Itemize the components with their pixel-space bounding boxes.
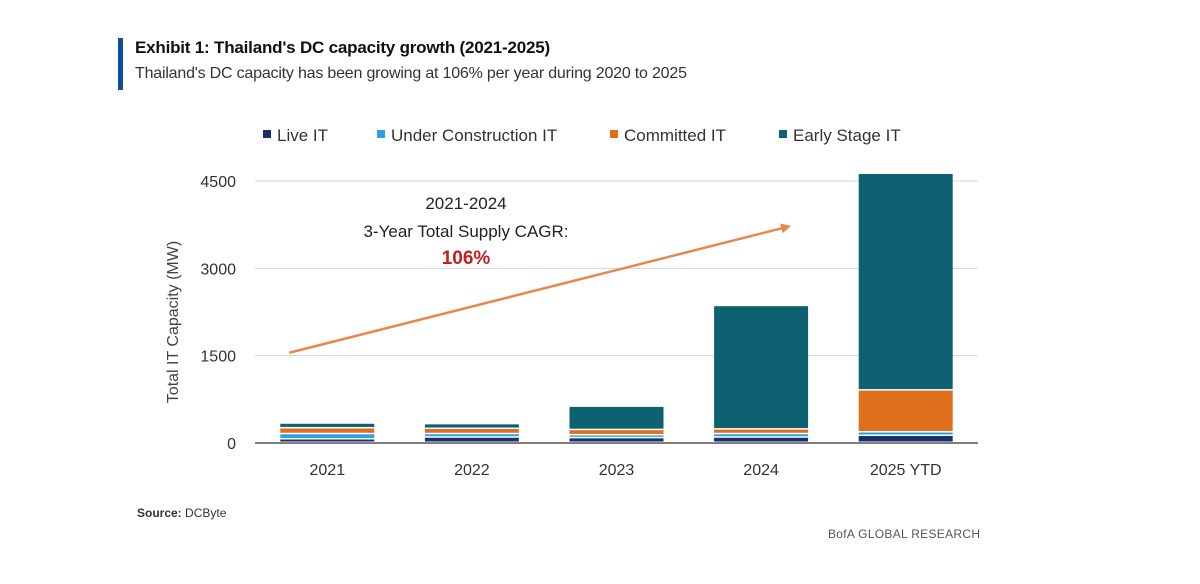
bar-stack (569, 406, 664, 442)
bar-stack (424, 424, 519, 442)
bar-segment (280, 428, 375, 433)
legend-item: Under Construction IT (377, 126, 557, 145)
legend-label: Under Construction IT (391, 126, 557, 145)
chart-subtitle: Thailand's DC capacity has been growing … (135, 65, 687, 82)
source-note: Source: DCByte (137, 506, 226, 520)
x-tick-label: 2021 (310, 462, 346, 479)
annotation-period: 2021-2024 (425, 194, 506, 213)
bar-stack (858, 174, 953, 442)
legend-label: Committed IT (624, 126, 726, 145)
bar-segment (858, 436, 953, 442)
chart-title: Exhibit 1: Thailand's DC capacity growth… (135, 38, 550, 57)
x-tick-label: 2024 (743, 462, 779, 479)
y-tick-label: 1500 (200, 349, 236, 366)
x-tick-label: 2025 YTD (870, 462, 942, 479)
annotation-cagr-value: 106% (442, 248, 491, 269)
bar-segment (424, 424, 519, 428)
legend-label: Early Stage IT (793, 126, 901, 145)
bar-stack (714, 306, 809, 442)
legend-swatch (779, 130, 787, 138)
legend: Live IT Under Construction IT Committed IT… (263, 126, 901, 145)
bar-segment (714, 434, 809, 437)
bar-segment (714, 437, 809, 442)
legend-item: Committed IT (610, 126, 726, 145)
legend-item: Early Stage IT (779, 126, 901, 145)
y-axis-ticks: 0 1500 3000 4500 (200, 174, 236, 453)
y-axis-label: Total IT Capacity (MW) (165, 241, 182, 403)
annotation-cagr-label: 3-Year Total Supply CAGR: (363, 222, 568, 241)
research-credit: BofA GLOBAL RESEARCH (828, 527, 981, 541)
x-tick-label: 2022 (454, 462, 490, 479)
source-label: Source: (137, 506, 182, 520)
bar-segment (714, 429, 809, 433)
gridlines (255, 180, 978, 357)
legend-label: Live IT (277, 126, 328, 145)
legend-swatch (263, 130, 271, 138)
source-value: DCByte (185, 506, 227, 520)
title-accent-bar (118, 38, 123, 90)
x-axis-ticks: 2021 2022 2023 2024 2025 YTD (310, 462, 942, 479)
cagr-arrow (288, 223, 792, 354)
bar-segment (424, 434, 519, 437)
bar-segment (569, 435, 664, 437)
bar-segment (858, 390, 953, 432)
y-tick-label: 3000 (200, 261, 236, 278)
bar-segment (858, 174, 953, 390)
bar-segment (569, 438, 664, 442)
bar-segment (280, 439, 375, 442)
legend-swatch (377, 130, 385, 138)
y-tick-label: 4500 (200, 174, 236, 191)
bar-segment (424, 429, 519, 433)
bar-segment (714, 306, 809, 429)
bars (280, 174, 953, 442)
x-tick-label: 2023 (599, 462, 635, 479)
bar-stack (280, 423, 375, 442)
bar-segment (424, 437, 519, 442)
bar-segment (569, 406, 664, 429)
y-tick-label: 0 (227, 436, 236, 453)
legend-swatch (610, 130, 618, 138)
bar-segment (280, 423, 375, 427)
bar-segment (280, 434, 375, 439)
bar-segment (858, 432, 953, 435)
legend-item: Live IT (263, 126, 328, 145)
bar-segment (569, 430, 664, 434)
